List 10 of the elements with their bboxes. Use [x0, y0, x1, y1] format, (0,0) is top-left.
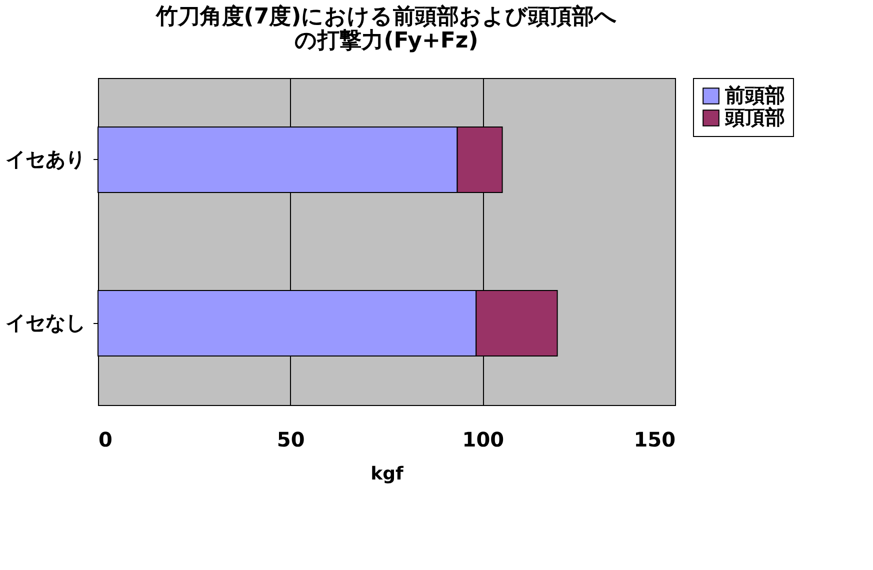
x-tick-label: 0	[98, 428, 112, 452]
chart-title: 竹刀角度(7度)における前頭部および頭頂部への打撃力(Fy+Fz)	[154, 4, 618, 54]
x-tick-label: 100	[462, 428, 504, 452]
x-tick-label: 50	[276, 428, 305, 452]
y-tick-label: イセなし	[6, 310, 86, 334]
legend-label: 前頭部	[724, 83, 785, 107]
x-tick-label: 150	[634, 428, 676, 452]
legend-label: 頭頂部	[724, 105, 785, 129]
y-tick-label: イセあり	[6, 146, 86, 171]
x-axis-title: kgf	[370, 464, 404, 484]
